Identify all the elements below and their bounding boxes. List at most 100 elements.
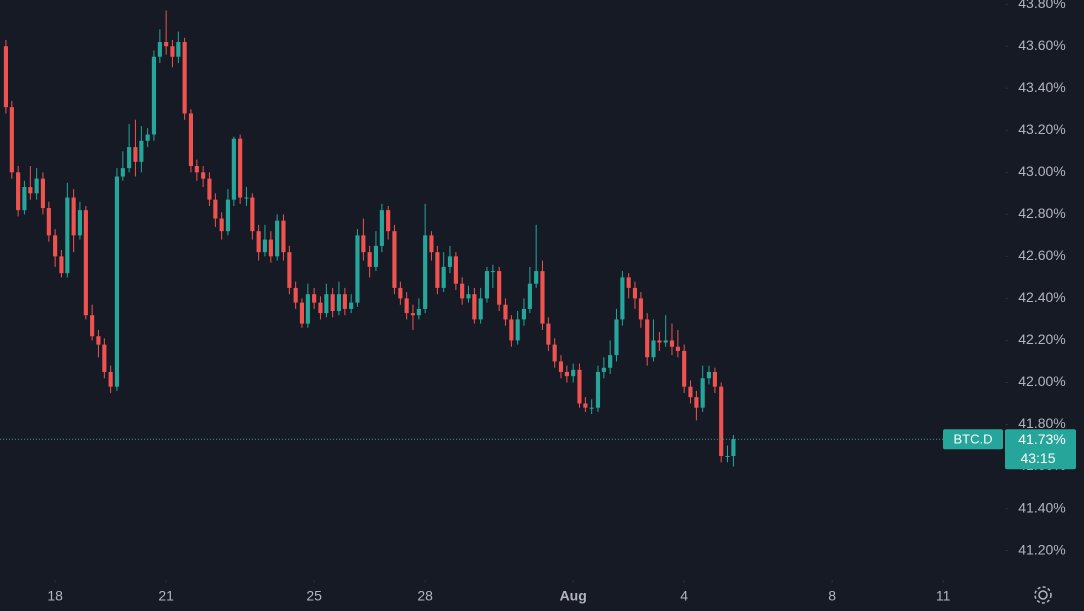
y-tick-label: 42.20%	[1018, 331, 1065, 347]
candle-body	[453, 256, 458, 284]
candle-body	[534, 271, 539, 284]
candle-body	[182, 42, 187, 114]
y-tick-label: 43.80%	[1018, 0, 1065, 11]
candle-body	[651, 340, 656, 358]
y-tick-label: 41.80%	[1018, 415, 1065, 431]
candle-body	[638, 298, 643, 320]
candle-body	[706, 371, 712, 379]
x-tick-label: 4	[680, 588, 688, 604]
last-price-label: 41.73%	[1018, 431, 1065, 447]
candle-body	[626, 277, 631, 288]
candle-body	[688, 386, 693, 398]
candle-body	[435, 252, 440, 288]
candle-body	[133, 147, 138, 162]
candle-body	[336, 294, 342, 312]
candle-body	[176, 42, 181, 57]
candle-body	[669, 340, 675, 347]
y-tick-label: 41.40%	[1018, 499, 1065, 515]
candle-body	[515, 319, 520, 341]
y-tick-label: 43.20%	[1018, 121, 1065, 137]
candle-body	[46, 208, 51, 236]
candle-body	[90, 315, 95, 337]
candle-body	[540, 271, 545, 324]
y-tick-label: 41.20%	[1018, 541, 1065, 557]
candle-body	[299, 302, 305, 324]
candle-body	[40, 178, 45, 209]
candle-body	[367, 252, 372, 267]
candle-body	[657, 340, 662, 343]
candle-body	[330, 294, 335, 312]
candle-body	[614, 319, 619, 356]
candle-body	[509, 319, 514, 341]
candle-body	[145, 134, 150, 141]
candle-body	[731, 439, 736, 457]
candle-body	[188, 113, 194, 167]
settings-icon-center	[1038, 590, 1048, 600]
candle-body	[355, 235, 360, 303]
candle-body	[466, 294, 471, 299]
candle-body	[281, 220, 286, 253]
candle-body	[712, 371, 717, 387]
candle-body	[244, 197, 249, 199]
candle-body	[601, 367, 606, 372]
x-tick-label: 11	[936, 588, 951, 604]
candle-body	[59, 256, 64, 274]
candle-body	[53, 235, 58, 257]
candle-body	[305, 294, 310, 324]
candle-body	[398, 287, 403, 299]
candle-body	[472, 294, 477, 320]
y-tick-label: 43.60%	[1018, 37, 1065, 53]
candle-body	[83, 210, 88, 316]
candle-body	[287, 252, 292, 288]
x-tick-label: 28	[417, 588, 433, 604]
countdown-label: 43:15	[1020, 450, 1055, 466]
candle-body	[16, 172, 21, 211]
y-tick-label: 42.00%	[1018, 373, 1065, 389]
candle-body	[22, 187, 27, 211]
candle-body	[386, 210, 391, 232]
candle-body	[108, 371, 113, 387]
candle-body	[164, 42, 169, 47]
settings-icon[interactable]	[1034, 586, 1052, 604]
candle-body	[645, 319, 650, 358]
x-tick-label: Aug	[560, 588, 587, 604]
candle-body	[583, 403, 588, 408]
candle-body	[719, 386, 724, 457]
candle-body	[65, 197, 70, 274]
candle-body	[312, 294, 317, 303]
candle-body	[213, 199, 218, 219]
candle-body	[170, 46, 175, 57]
candle-body	[102, 344, 107, 372]
candle-body	[207, 178, 212, 200]
candle-body	[700, 378, 705, 408]
candle-body	[460, 283, 465, 299]
y-tick-label: 43.40%	[1018, 79, 1065, 95]
candle-body	[589, 407, 594, 409]
candle-body	[379, 210, 384, 246]
candle-body	[9, 107, 14, 173]
x-tick-label: 25	[306, 588, 322, 604]
candle-body	[342, 294, 347, 309]
candle-body	[595, 371, 601, 408]
x-tick-label: 18	[47, 588, 63, 604]
candle-body	[71, 197, 76, 236]
x-tick-label: 8	[828, 588, 836, 604]
symbol-label-box	[943, 429, 1003, 450]
candle-body	[441, 266, 446, 288]
candle-body	[250, 197, 255, 232]
candle-body	[478, 298, 483, 320]
settings-icon-gear	[1034, 586, 1052, 604]
candle-body	[318, 302, 323, 314]
candle-body	[620, 277, 625, 320]
candle-body	[694, 397, 699, 408]
candle-body	[293, 287, 298, 303]
candle-body	[324, 294, 329, 314]
candle-body	[632, 287, 638, 299]
candle-body	[201, 172, 206, 179]
y-tick-label: 42.60%	[1018, 247, 1065, 263]
candle-body	[373, 245, 379, 267]
candle-body	[225, 199, 231, 232]
candle-body	[447, 256, 453, 267]
candle-body	[275, 220, 280, 257]
